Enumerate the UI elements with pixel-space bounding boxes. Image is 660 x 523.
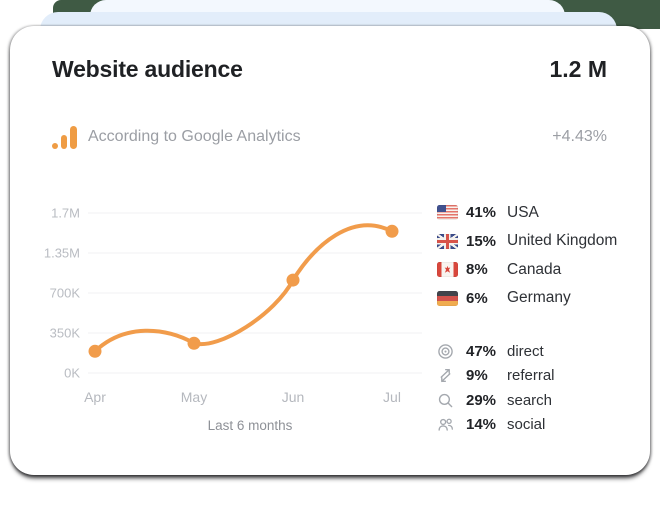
country-row: 41% USA <box>437 199 617 228</box>
x-tick-label: Jul <box>383 389 401 405</box>
x-tick-label: May <box>181 389 207 405</box>
source-name: referral <box>507 367 555 385</box>
source-row: 29% search <box>437 388 555 413</box>
ga-bar-medium <box>61 135 67 149</box>
y-tick-label: 0K <box>64 366 80 381</box>
chart-wrap: 1.7M 1.35M 700K 350K 0K Apr May Jun Jul <box>30 195 440 410</box>
germany-flag-icon <box>437 290 458 306</box>
data-point <box>286 273 300 287</box>
people-icon <box>438 418 453 431</box>
y-tick-label: 350K <box>50 326 81 341</box>
source-legend: 47% direct 9% referral <box>437 339 555 437</box>
subtitle-left: According to Google Analytics <box>52 125 301 149</box>
ga-bar-tall <box>70 126 77 149</box>
page-title: Website audience <box>52 56 243 82</box>
country-name: USA <box>507 203 539 221</box>
united-kingdom-flag-icon <box>437 233 458 249</box>
source-percent: 29% <box>466 391 497 409</box>
ga-dot <box>52 143 58 149</box>
source-name: social <box>507 416 546 434</box>
website-audience-card: Website audience 1.2 M According to Goog… <box>10 26 650 475</box>
source-name: direct <box>507 342 544 360</box>
source-label: According to Google Analytics <box>88 128 301 145</box>
source-percent: 9% <box>466 367 488 385</box>
country-name: United Kingdom <box>507 232 618 250</box>
country-legend: 41% USA 15% United Kingdom 8% Canada 6% … <box>437 199 617 313</box>
source-percent: 47% <box>466 342 497 360</box>
country-row: 8% Canada <box>437 256 617 285</box>
country-row: 6% Germany <box>437 284 617 313</box>
search-icon <box>438 393 453 408</box>
usa-flag-icon <box>437 205 458 221</box>
source-row: 9% referral <box>437 364 555 389</box>
source-row: 14% social <box>437 413 555 438</box>
x-tick-label: Jun <box>282 389 305 405</box>
google-analytics-icon <box>52 125 77 149</box>
source-row: 47% direct <box>437 339 555 364</box>
country-percent: 6% <box>466 289 488 307</box>
audience-chart: 1.7M 1.35M 700K 350K 0K Apr May Jun Jul <box>44 206 422 405</box>
source-name: search <box>507 391 553 409</box>
arrows-icon <box>440 369 451 383</box>
country-percent: 8% <box>466 261 488 279</box>
country-name: Canada <box>507 260 562 278</box>
chart-caption: Last 6 months <box>207 418 293 433</box>
card-header: Website audience 1.2 M <box>10 56 650 83</box>
data-point <box>187 336 201 350</box>
country-percent: 15% <box>466 232 497 250</box>
source-percent: 14% <box>466 416 497 434</box>
canada-flag-icon <box>437 262 458 278</box>
y-tick-label: 1.7M <box>51 206 80 221</box>
audience-total: 1.2 M <box>549 56 607 82</box>
y-tick-label: 700K <box>50 286 81 301</box>
country-percent: 41% <box>466 204 497 222</box>
change-badge: +4.43% <box>552 128 607 145</box>
country-row: 15% United Kingdom <box>437 227 617 256</box>
target-icon <box>438 343 453 359</box>
x-tick-label: Apr <box>84 389 106 405</box>
card-subtitle-row: According to Google Analytics +4.43% <box>10 125 650 149</box>
data-point <box>385 224 399 238</box>
audience-line <box>93 223 394 354</box>
y-tick-label: 1.35M <box>44 246 80 261</box>
data-point <box>88 344 102 358</box>
country-name: Germany <box>507 289 571 307</box>
